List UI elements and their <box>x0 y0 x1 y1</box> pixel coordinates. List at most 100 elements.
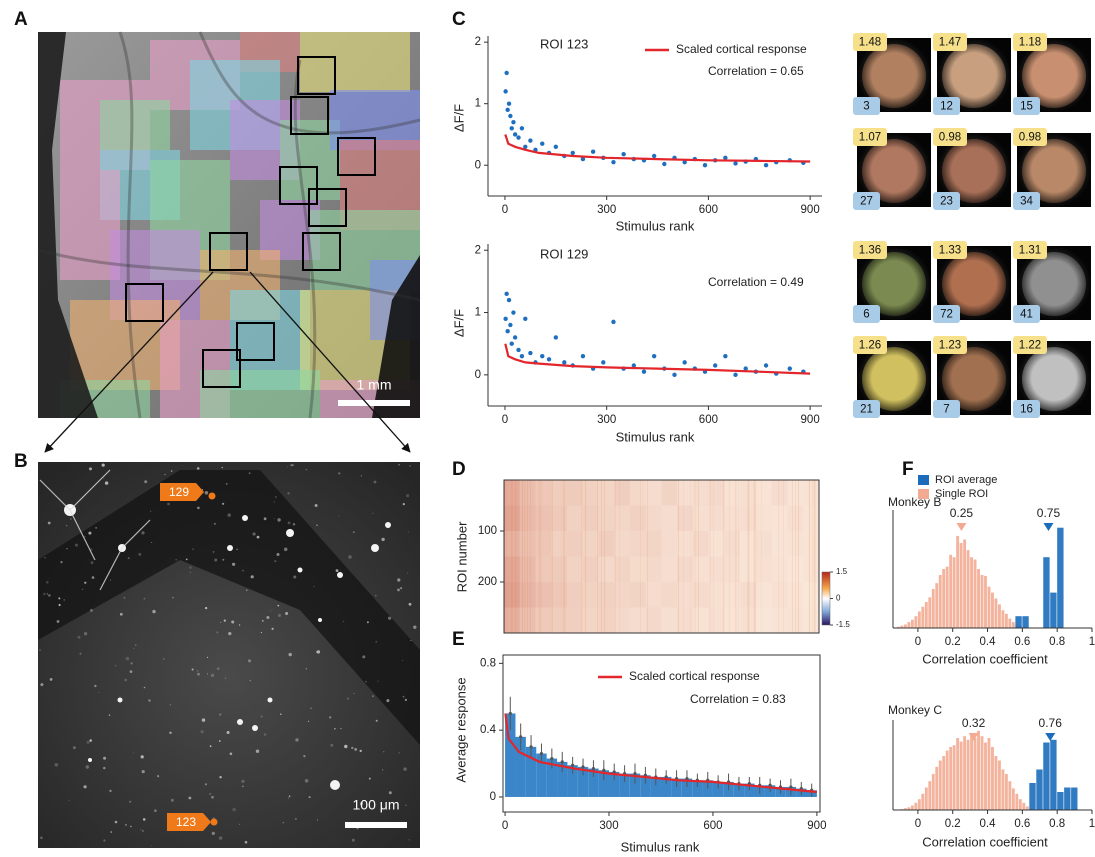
data-point <box>508 322 513 328</box>
fit-line <box>504 134 811 163</box>
data-point <box>733 161 738 166</box>
speckle <box>287 492 290 495</box>
speckle <box>413 625 417 629</box>
heatmap-cell <box>803 607 820 634</box>
heatmap-cell <box>645 480 662 506</box>
heatmap-cell <box>567 531 584 557</box>
heatmap-cell <box>693 480 710 506</box>
speckle <box>351 838 355 842</box>
speckle <box>169 704 171 706</box>
y-axis-label: ROI number <box>454 521 469 592</box>
heatmap-cell <box>756 505 773 532</box>
roi-tag <box>160 483 204 501</box>
speckle <box>407 572 409 574</box>
histogram-bar <box>924 602 928 628</box>
speckle <box>164 473 166 476</box>
bar <box>525 746 537 797</box>
bar <box>567 765 578 797</box>
rank-badge <box>1013 192 1040 210</box>
speckle <box>167 502 170 506</box>
median-marker <box>956 523 967 531</box>
y-tick-label: 0 <box>490 791 496 803</box>
histogram-bar <box>956 738 960 810</box>
colorbar <box>821 571 831 626</box>
speckle <box>308 720 310 723</box>
speckle <box>287 797 290 799</box>
histogram-bar <box>1050 592 1057 628</box>
fit-line <box>504 713 818 794</box>
speckle <box>360 802 363 806</box>
heatmap-cell <box>645 556 662 583</box>
heatmap-cell <box>504 505 521 532</box>
y-tick-label: 0.4 <box>480 724 497 736</box>
mean-dot <box>571 763 575 767</box>
heatmap-cell <box>677 607 694 634</box>
speckle <box>219 776 222 779</box>
speckle <box>125 656 130 661</box>
speckle <box>216 631 219 634</box>
map-region <box>300 32 410 92</box>
histogram-bar <box>1004 774 1008 810</box>
histogram-bar <box>903 624 907 628</box>
speckle <box>209 745 212 748</box>
speckle <box>142 818 146 821</box>
speckle <box>72 746 76 750</box>
response-value: 1.47 <box>939 37 961 49</box>
speckle <box>114 664 117 667</box>
speckle <box>58 597 61 600</box>
speckle <box>351 746 354 750</box>
speckle <box>86 740 90 744</box>
histogram-bar <box>1029 783 1036 810</box>
heatmap-cell <box>724 480 741 506</box>
fit-line <box>504 343 811 375</box>
roi-tag-label: 129 <box>169 485 189 499</box>
speckle <box>222 558 225 561</box>
x-tick-label: 0.4 <box>980 636 997 648</box>
neuron <box>227 545 233 551</box>
data-point <box>504 291 509 297</box>
legend-swatch <box>918 475 929 485</box>
x-axis-label: Correlation coefficient <box>922 834 1048 849</box>
data-point <box>611 159 616 165</box>
heatmap-cell <box>645 505 662 532</box>
heatmap-cell <box>787 531 804 557</box>
heatmap-cell <box>567 556 584 583</box>
heatmap-cell <box>693 505 710 532</box>
heatmap-cell <box>630 607 647 634</box>
speckle <box>196 467 200 470</box>
data-point <box>512 132 518 137</box>
histogram-bar <box>924 787 928 810</box>
speckle <box>229 752 233 756</box>
bar <box>629 773 641 797</box>
histogram-bar <box>987 586 991 628</box>
speckle <box>83 535 86 538</box>
speckle <box>375 719 378 722</box>
median-marker <box>1043 523 1054 531</box>
heatmap-cell <box>630 505 647 532</box>
speckle <box>95 527 97 529</box>
speckle <box>408 839 411 841</box>
speckle <box>150 510 152 512</box>
speckle <box>68 800 70 802</box>
heatmap-cell <box>535 531 552 557</box>
response-badge <box>853 241 887 259</box>
heatmap-cell <box>724 607 741 634</box>
neuron <box>242 515 248 521</box>
speckle <box>77 635 81 639</box>
histogram-bar <box>963 736 967 810</box>
speckle <box>375 594 377 597</box>
speckle <box>285 612 289 615</box>
histogram-bar <box>949 554 953 628</box>
speckle <box>143 597 146 600</box>
rank-value: 12 <box>940 101 953 113</box>
y-tick-label: 100 <box>478 525 497 537</box>
speckle <box>138 552 142 556</box>
median-label: 0.75 <box>1037 506 1061 520</box>
mean-dot <box>768 783 772 787</box>
speckle <box>288 652 292 657</box>
histogram-bar <box>938 574 942 628</box>
histogram-bar <box>977 569 980 628</box>
heatmap-cell <box>771 582 788 608</box>
y-axis-label: ΔF/F <box>451 309 466 337</box>
speckle <box>88 531 92 535</box>
